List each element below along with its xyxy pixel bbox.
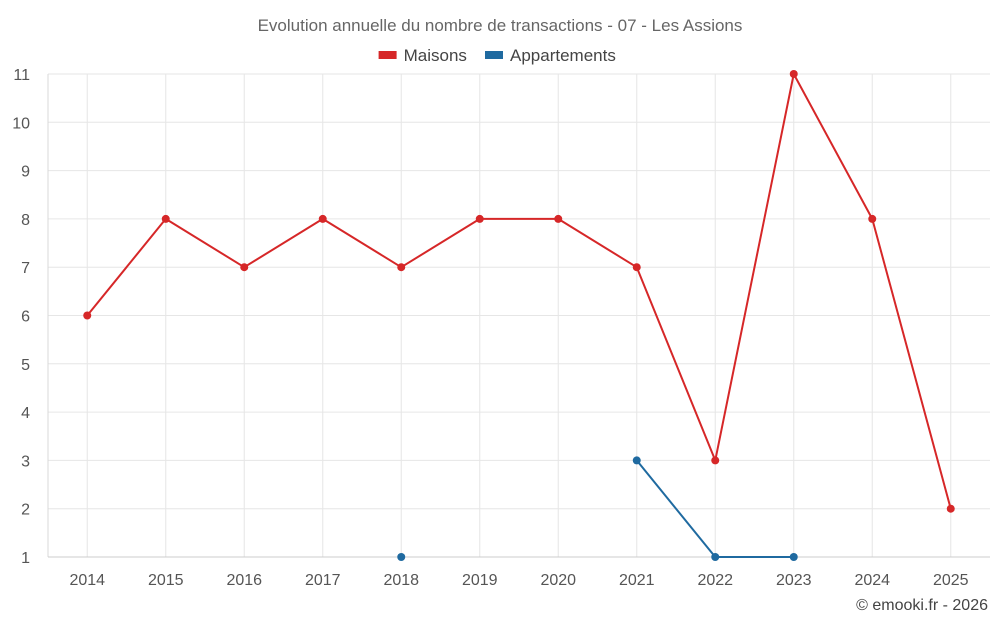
data-point-maisons[interactable] — [868, 214, 877, 223]
y-tick-label: 4 — [21, 405, 30, 422]
y-tick-label: 3 — [21, 453, 30, 470]
series-layer — [83, 70, 955, 561]
x-tick-label: 2017 — [305, 572, 341, 589]
x-tick-label: 2016 — [226, 572, 262, 589]
data-point-maisons[interactable] — [161, 214, 170, 223]
legend-swatch — [485, 51, 503, 59]
data-point-maisons[interactable] — [318, 214, 327, 223]
series-maisons — [83, 70, 955, 513]
series-line-maisons — [86, 73, 952, 509]
data-point-maisons[interactable] — [397, 263, 406, 272]
legend[interactable]: Maisons Appartements — [378, 46, 616, 65]
chart-title: Evolution annuelle du nombre de transact… — [258, 16, 743, 35]
y-tick-label: 2 — [21, 502, 30, 519]
legend-label: Appartements — [510, 46, 616, 65]
x-tick-label: 2019 — [462, 572, 498, 589]
data-point-maisons[interactable] — [554, 214, 563, 223]
y-tick-label: 7 — [21, 260, 30, 277]
data-point-maisons[interactable] — [83, 311, 92, 320]
credit-label: © emooki.fr - 2026 — [856, 597, 988, 614]
data-point-appartements[interactable] — [632, 456, 641, 465]
data-point-appartements[interactable] — [397, 553, 406, 561]
x-tick-label: 2025 — [933, 572, 969, 589]
x-tick-label: 2020 — [540, 572, 576, 589]
legend-swatch — [378, 51, 397, 59]
data-point-maisons[interactable] — [632, 263, 641, 272]
data-point-maisons[interactable] — [946, 504, 955, 513]
data-point-appartements[interactable] — [711, 553, 720, 561]
data-point-maisons[interactable] — [711, 456, 720, 465]
x-tick-label: 2024 — [854, 572, 890, 589]
legend-label: Maisons — [404, 46, 467, 65]
y-tick-label: 6 — [21, 309, 30, 326]
data-point-maisons[interactable] — [475, 214, 484, 223]
y-tick-label: 5 — [21, 357, 30, 374]
data-point-maisons[interactable] — [240, 263, 249, 272]
x-tick-label: 2021 — [619, 572, 655, 589]
x-tick-label: 2015 — [148, 572, 184, 589]
x-tick-label: 2022 — [697, 572, 733, 589]
data-point-maisons[interactable] — [789, 70, 798, 78]
y-tick-label: 11 — [13, 67, 30, 84]
y-tick-label: 9 — [21, 164, 30, 181]
x-tick-label: 2014 — [69, 572, 105, 589]
series-appartements — [397, 456, 798, 561]
grid — [48, 73, 990, 558]
legend-item-appartements[interactable]: Appartements — [485, 46, 616, 65]
x-tick-label: 2018 — [383, 572, 419, 589]
y-tick-label: 8 — [21, 212, 30, 229]
axes: 1 2 3 4 5 6 7 8 9 10 11 2014 2015 2016 2017 2018 2019 202… — [12, 67, 990, 589]
y-tick-label: 1 — [21, 550, 30, 567]
y-tick-label: 10 — [12, 115, 30, 132]
x-tick-label: 2023 — [776, 572, 812, 589]
data-point-appartements[interactable] — [789, 553, 798, 561]
legend-item-maisons[interactable]: Maisons — [378, 46, 467, 65]
